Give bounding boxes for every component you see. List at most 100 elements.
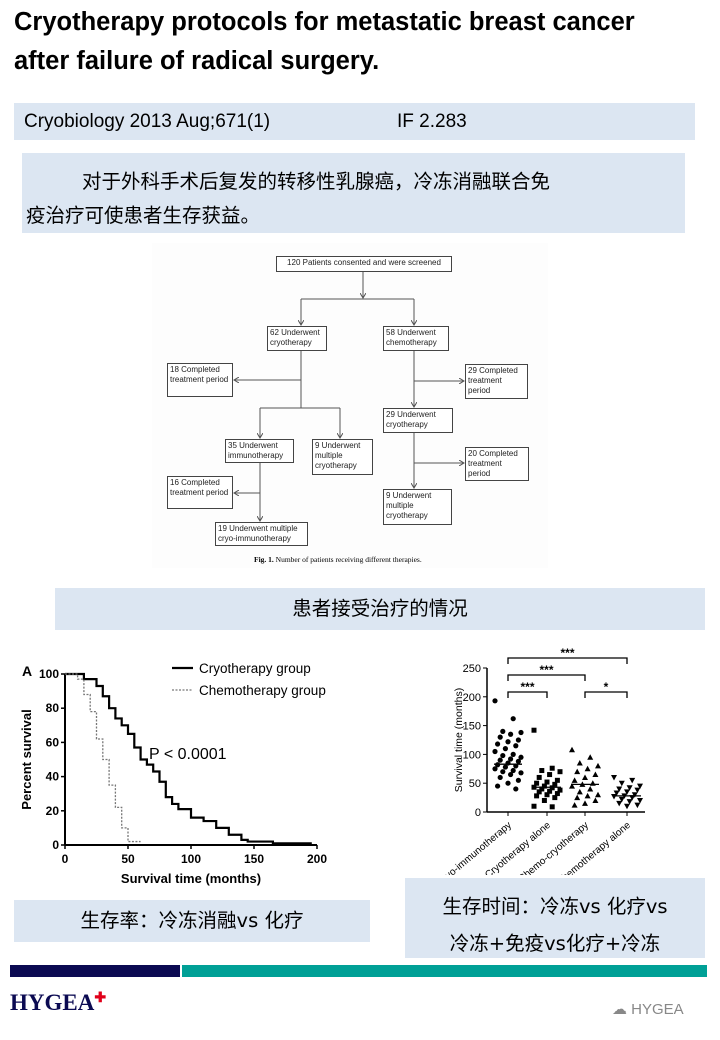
data-point <box>552 795 558 801</box>
data-point <box>569 783 575 789</box>
y-tick-label: 100 <box>39 667 59 681</box>
wechat-icon: ☁ <box>612 1001 627 1018</box>
caption-label: Fig. 1. <box>254 555 274 564</box>
legend-label: Chemotherapy group <box>199 683 326 698</box>
data-point <box>502 746 508 752</box>
data-point <box>582 774 588 780</box>
data-point <box>634 787 641 794</box>
x-tick-label: 100 <box>181 852 201 866</box>
significance-bracket <box>507 674 586 681</box>
x-tick-label: 0 <box>62 852 69 866</box>
red-cross-icon: ✚ <box>94 991 107 1006</box>
data-point <box>497 734 503 740</box>
data-point <box>508 731 514 737</box>
data-point <box>544 779 550 785</box>
data-point <box>495 741 501 747</box>
data-point <box>547 772 553 778</box>
caption-text: Number of patients receiving different t… <box>275 555 422 564</box>
data-point <box>518 770 524 776</box>
data-point <box>544 792 550 798</box>
summary-line-1: 对于外科手术后复发的转移性乳腺癌，冷冻消融联合免 <box>82 170 551 193</box>
data-point <box>539 786 545 792</box>
data-point <box>510 751 516 757</box>
journal-citation: Cryobiology 2013 Aug;671(1) <box>24 111 271 132</box>
data-point <box>629 777 636 784</box>
data-point <box>531 803 537 809</box>
data-point <box>624 803 630 810</box>
data-point <box>574 794 581 801</box>
data-point <box>626 799 633 805</box>
caption-right-line-1: 生存时间：冷冻vs 化疗vs <box>442 895 668 918</box>
y-tick-label: 150 <box>463 721 481 733</box>
data-point <box>510 716 516 722</box>
data-point <box>539 768 545 774</box>
data-point <box>492 698 498 704</box>
data-point <box>587 754 594 760</box>
data-point <box>576 760 583 766</box>
caption-right-line-2: 冷冻+免疫vs化疗+冷冻 <box>449 932 661 955</box>
legend-label: Cryotherapy group <box>199 661 311 676</box>
data-point <box>584 765 591 772</box>
data-point <box>518 754 524 760</box>
data-point <box>547 788 553 794</box>
x-axis-label: Survival time (months) <box>121 871 261 886</box>
y-tick-label: 20 <box>46 804 60 818</box>
scatter-chart-container: 0 50 100 150 200 250 Survival time (months) Cry… <box>405 645 705 875</box>
impact-factor: IF 2.283 <box>397 111 467 132</box>
data-point <box>510 767 516 774</box>
data-point <box>505 780 511 786</box>
y-tick-label: 40 <box>46 770 60 784</box>
data-point <box>618 796 625 803</box>
y-tick-label: 200 <box>463 692 481 704</box>
hygea-logo: HYGEA✚ <box>10 990 106 1016</box>
survival-curve-chart: 0 20 40 60 80 100 0 50 100 150 200 A Survival time (… <box>19 661 327 886</box>
flow-node-immunotherapy-35: 35 Underwent immunotherapy <box>225 439 294 463</box>
data-point <box>513 743 519 749</box>
y-tick-label: 0 <box>52 838 59 852</box>
data-point <box>536 774 542 780</box>
data-point <box>571 777 578 783</box>
data-point <box>497 757 503 763</box>
data-point <box>554 777 560 783</box>
flow-node-cryo-immunotherapy-19: 19 Underwent multiple cryo-immunotherapy <box>215 522 308 546</box>
data-point <box>611 793 617 800</box>
caption-left: 生存率：冷冻消融vs 化疗 <box>14 900 370 942</box>
data-point <box>502 764 508 770</box>
significance-label: * <box>604 680 609 694</box>
flow-node-chemotherapy-58: 58 Underwent chemotherapy <box>383 326 449 351</box>
flow-node-multiple-cryo-9a: 9 Underwent multiple cryotherapy <box>312 439 373 475</box>
data-point <box>624 789 630 795</box>
flow-node-multiple-cryo-9b: 9 Underwent multiple cryotherapy <box>383 489 452 525</box>
section-heading: 患者接受治疗的情况 <box>55 588 705 630</box>
data-point <box>552 781 558 787</box>
footer-bar-teal <box>182 965 707 977</box>
data-point <box>595 762 601 769</box>
data-point <box>492 766 498 772</box>
citation-bar: Cryobiology 2013 Aug;671(1) IF 2.283 <box>14 103 695 140</box>
data-point <box>505 739 511 745</box>
data-point <box>595 791 601 798</box>
significance-bracket <box>507 691 548 698</box>
data-point <box>508 771 514 778</box>
significance-label: *** <box>539 663 553 677</box>
x-tick-label: 200 <box>307 852 327 866</box>
data-point <box>637 783 643 790</box>
data-point <box>592 797 599 803</box>
data-point <box>576 788 583 795</box>
title-line-1: Cryotherapy protocols for metastatic bre… <box>14 8 635 36</box>
p-value-annotation: P < 0.0001 <box>149 746 227 763</box>
flow-node-completed-20: 20 Completed treatment period <box>465 447 529 481</box>
data-point <box>626 785 633 791</box>
data-point <box>582 800 588 806</box>
data-point <box>587 785 594 792</box>
data-point <box>518 729 524 736</box>
data-point <box>554 791 560 797</box>
significance-label: *** <box>560 646 574 660</box>
summary-line-2: 疫治疗可使患者生存获益。 <box>26 204 261 227</box>
data-point <box>534 793 540 799</box>
data-point <box>611 774 617 781</box>
flow-node-completed-29: 29 Completed treatment period <box>465 364 528 399</box>
data-point <box>634 802 641 809</box>
